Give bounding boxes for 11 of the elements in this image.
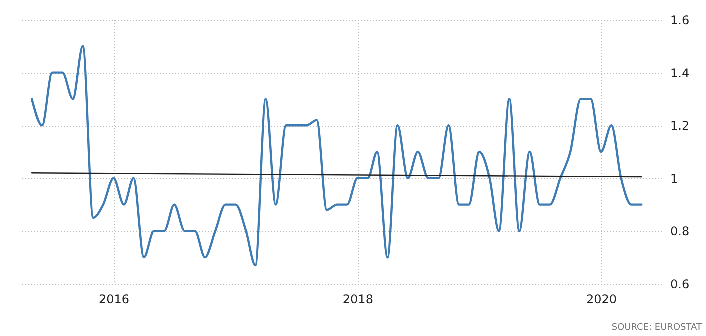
y-tick-label: 1.4: [670, 66, 690, 80]
x-tick-label: 2020: [586, 292, 618, 306]
line-series: [30, 45, 643, 267]
source-note: SOURCE: EUROSTAT: [612, 323, 702, 333]
y-tick-label: 1.2: [670, 119, 690, 134]
y-tick-label: 1.6: [670, 14, 690, 28]
x-tick-label: 2018: [342, 292, 374, 306]
x-tick-label: 2016: [98, 292, 130, 306]
y-tick-label: 0.6: [670, 278, 690, 292]
y-tick-label: 1: [670, 172, 678, 186]
y-tick-label: 0.8: [670, 224, 690, 239]
